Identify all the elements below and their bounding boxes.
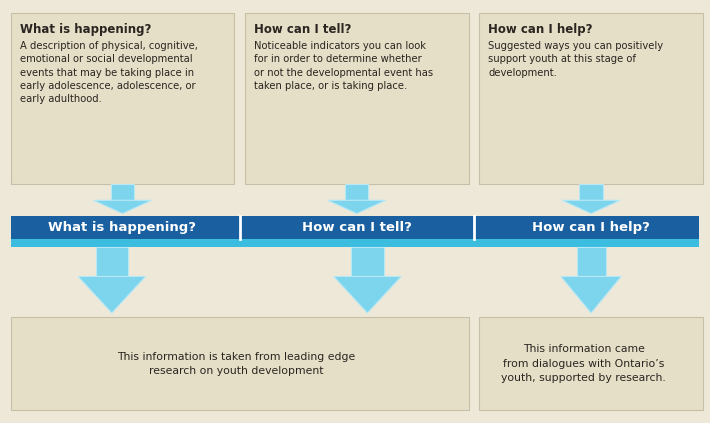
Polygon shape bbox=[96, 247, 128, 277]
Bar bbox=[479, 317, 703, 410]
Polygon shape bbox=[579, 184, 603, 201]
Text: How can I tell?: How can I tell? bbox=[254, 23, 351, 36]
Polygon shape bbox=[345, 184, 368, 201]
Polygon shape bbox=[351, 247, 383, 277]
Polygon shape bbox=[111, 184, 134, 201]
Text: A description of physical, cognitive,
emotional or social developmental
events t: A description of physical, cognitive, em… bbox=[20, 41, 198, 104]
Polygon shape bbox=[561, 277, 621, 313]
FancyBboxPatch shape bbox=[479, 13, 703, 184]
Text: Noticeable indicators you can look
for in order to determine whether
or not the : Noticeable indicators you can look for i… bbox=[254, 41, 433, 91]
FancyBboxPatch shape bbox=[11, 13, 234, 184]
Polygon shape bbox=[577, 247, 606, 277]
Text: What is happening?: What is happening? bbox=[20, 23, 151, 36]
Text: How can I help?: How can I help? bbox=[532, 221, 650, 234]
Text: Suggested ways you can positively
support youth at this stage of
development.: Suggested ways you can positively suppor… bbox=[488, 41, 664, 77]
Text: How can I help?: How can I help? bbox=[488, 23, 593, 36]
Text: This information is taken from leading edge
research on youth development: This information is taken from leading e… bbox=[117, 352, 356, 376]
Text: This information came
from dialogues with Ontario’s
youth, supported by research: This information came from dialogues wit… bbox=[501, 344, 666, 383]
Bar bbox=[11, 317, 469, 410]
Text: What is happening?: What is happening? bbox=[48, 221, 197, 234]
Polygon shape bbox=[93, 201, 152, 214]
Text: How can I tell?: How can I tell? bbox=[302, 221, 412, 234]
Bar bbox=[11, 239, 699, 247]
Polygon shape bbox=[334, 277, 401, 313]
Polygon shape bbox=[327, 201, 386, 214]
Polygon shape bbox=[562, 201, 621, 214]
Polygon shape bbox=[78, 277, 146, 313]
FancyBboxPatch shape bbox=[245, 13, 469, 184]
Bar bbox=[11, 216, 699, 239]
